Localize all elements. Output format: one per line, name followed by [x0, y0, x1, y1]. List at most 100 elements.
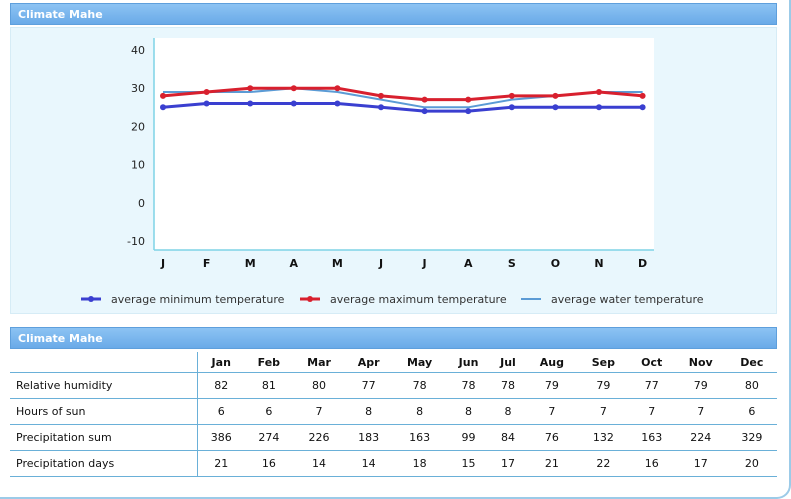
month-header: Jun [446, 352, 491, 373]
table-cell: 20 [726, 450, 777, 477]
table-cell: 16 [628, 450, 675, 477]
row-label: Precipitation sum [10, 424, 198, 451]
table-row: Precipitation sum 386 274 226 183 163 99 84 76 13… [10, 424, 777, 451]
table-cell: 21 [197, 450, 245, 477]
table-cell: 163 [392, 424, 447, 451]
month-header: Aug [525, 352, 579, 373]
chart-panel-title: Climate Mahe [10, 3, 777, 25]
table-cell: 22 [578, 450, 629, 477]
legend-label: average maximum temperature [330, 293, 507, 306]
table-cell: 17 [674, 450, 727, 477]
data-point [160, 92, 166, 99]
table-row: Relative humidity 82 81 80 77 78 78 78 79 79 77 79 8… [10, 372, 777, 399]
data-point [465, 108, 472, 115]
table-cell: 82 [197, 372, 245, 399]
table-cell: 99 [446, 424, 491, 451]
data-point [639, 104, 646, 111]
table-cell: 16 [244, 450, 294, 477]
table-row: Precipitation days 21 16 14 14 18 15 17 21 22 16 17… [10, 450, 777, 477]
month-header: Dec [726, 352, 777, 373]
table-corner-cell [10, 352, 198, 373]
x-tick-label: J [422, 257, 427, 270]
y-tick-label: 0 [138, 197, 145, 210]
plot-area [154, 38, 654, 250]
table-header-row: Jan Feb Mar Apr May Jun Jul Aug Sep Oct Nov Dec [10, 352, 777, 373]
legend-label: average water temperature [551, 293, 704, 306]
table-cell: 386 [197, 424, 245, 451]
series-line-max-temp [162, 86, 643, 102]
data-point [203, 89, 210, 96]
table-cell: 14 [293, 450, 345, 477]
data-point [334, 85, 341, 92]
table-cell: 7 [674, 398, 727, 425]
month-header: Jul [490, 352, 526, 373]
table-cell: 21 [525, 450, 579, 477]
y-tick-label: 20 [131, 120, 145, 133]
table-cell: 132 [578, 424, 629, 451]
data-point [552, 104, 559, 111]
climate-table: Jan Feb Mar Apr May Jun Jul Aug Sep Oct Nov Dec Rel… [10, 352, 777, 477]
table-cell: 8 [490, 398, 526, 425]
table-cell: 79 [674, 372, 727, 399]
data-point [290, 85, 297, 92]
data-point [247, 100, 254, 107]
x-tick-label: A [290, 257, 299, 270]
table-cell: 84 [490, 424, 526, 451]
data-point [290, 100, 297, 107]
table-cell: 79 [578, 372, 629, 399]
table-cell: 7 [293, 398, 345, 425]
data-point [334, 100, 341, 107]
table-cell: 78 [446, 372, 491, 399]
data-point [508, 104, 515, 111]
data-point [203, 100, 210, 107]
table-cell: 329 [726, 424, 777, 451]
table-row: Hours of sun 6 6 7 8 8 8 8 7 7 7 7 6 [10, 398, 777, 425]
month-header: May [392, 352, 447, 373]
y-tick-label: -10 [127, 235, 145, 248]
x-tick-label: F [203, 257, 211, 270]
x-tick-label: M [245, 257, 256, 270]
x-tick-label: D [638, 257, 647, 270]
month-header: Jan [197, 352, 245, 373]
y-tick-label: 30 [131, 82, 145, 95]
data-point [552, 92, 559, 99]
data-point [421, 96, 428, 103]
table-cell: 163 [628, 424, 675, 451]
month-header: Oct [628, 352, 675, 373]
table-cell: 17 [490, 450, 526, 477]
x-tick-label: N [594, 257, 603, 270]
table-cell: 14 [344, 450, 393, 477]
y-tick-label: 10 [131, 159, 145, 172]
x-tick-label: O [551, 257, 560, 270]
table-cell: 7 [628, 398, 675, 425]
table-cell: 226 [293, 424, 345, 451]
legend-label: average minimum temperature [111, 293, 285, 306]
table-cell: 18 [392, 450, 447, 477]
table-cell: 80 [293, 372, 345, 399]
month-header: Sep [578, 352, 629, 373]
data-point [465, 96, 472, 103]
month-header: Apr [344, 352, 393, 373]
table-cell: 8 [392, 398, 447, 425]
month-header: Feb [244, 352, 294, 373]
table-cell: 81 [244, 372, 294, 399]
x-tick-label: M [332, 257, 343, 270]
data-point [160, 104, 166, 111]
table-cell: 8 [344, 398, 393, 425]
row-label: Relative humidity [10, 372, 198, 399]
data-point [508, 92, 515, 99]
table-cell: 78 [490, 372, 526, 399]
table-cell: 7 [525, 398, 579, 425]
row-label: Precipitation days [10, 450, 198, 477]
data-point [639, 92, 646, 99]
table-cell: 79 [525, 372, 579, 399]
x-tick-label: A [464, 257, 473, 270]
table-cell: 6 [197, 398, 245, 425]
month-header: Mar [293, 352, 345, 373]
legend-marker [307, 296, 313, 302]
row-label: Hours of sun [10, 398, 198, 425]
table-panel-title: Climate Mahe [10, 327, 777, 349]
table-cell: 6 [726, 398, 777, 425]
